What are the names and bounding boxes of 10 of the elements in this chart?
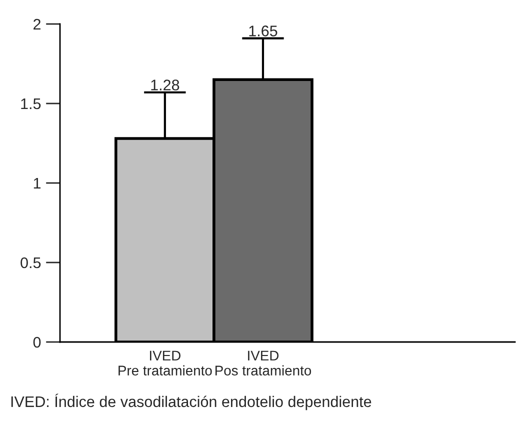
data-label: 1.28 — [151, 80, 180, 90]
y-tick-label: 0 — [33, 336, 41, 348]
text: IVED: Índice de vasodilatación endotelio dependiente — [11, 394, 372, 410]
y-tick-label: 1.5 — [21, 98, 41, 110]
y-tick-label: 0.5 — [20, 257, 41, 268]
x-tick-label: IVED Pos tratamiento — [215, 350, 312, 376]
y-tick-label: 1 — [34, 178, 41, 189]
data-label: 1.65 — [249, 26, 278, 36]
y-tick-label: 2 — [34, 18, 40, 30]
x-tick-label: IVED Pre tratamiento — [118, 350, 212, 376]
